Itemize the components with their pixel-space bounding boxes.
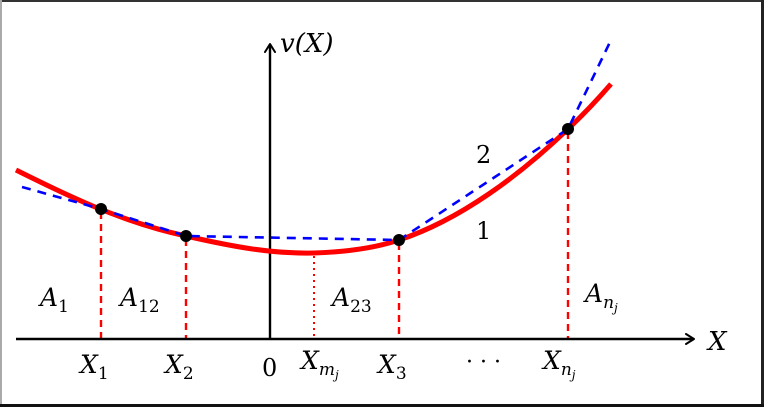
breakpoint-markers — [95, 123, 574, 246]
y-axis-label: v(X) — [280, 29, 334, 59]
label-x3: X3 — [376, 350, 407, 384]
breakpoint-guides — [99, 132, 570, 339]
point-xnj — [562, 123, 574, 135]
curve-1-label: 1 — [476, 217, 491, 245]
region-a12-label: A12 — [118, 283, 160, 317]
origin-label: 0 — [262, 354, 277, 382]
point-x1 — [95, 203, 107, 215]
approximation-polyline — [21, 39, 613, 242]
point-x2 — [180, 230, 192, 242]
label-xmj: Xmj — [299, 346, 339, 382]
label-x2: X2 — [163, 350, 194, 384]
x-axis-label: X — [706, 327, 728, 357]
region-a1-label: A1 — [38, 283, 69, 317]
region-anj-label: Anj — [583, 279, 618, 315]
curve-2-label: 2 — [476, 141, 491, 169]
point-x3 — [393, 234, 405, 246]
label-x1: X1 — [78, 350, 109, 384]
region-a23-label: A23 — [330, 283, 372, 317]
ellipsis-label: · · · — [466, 350, 501, 375]
label-xnj: Xnj — [541, 346, 576, 382]
function-curve — [14, 82, 613, 256]
